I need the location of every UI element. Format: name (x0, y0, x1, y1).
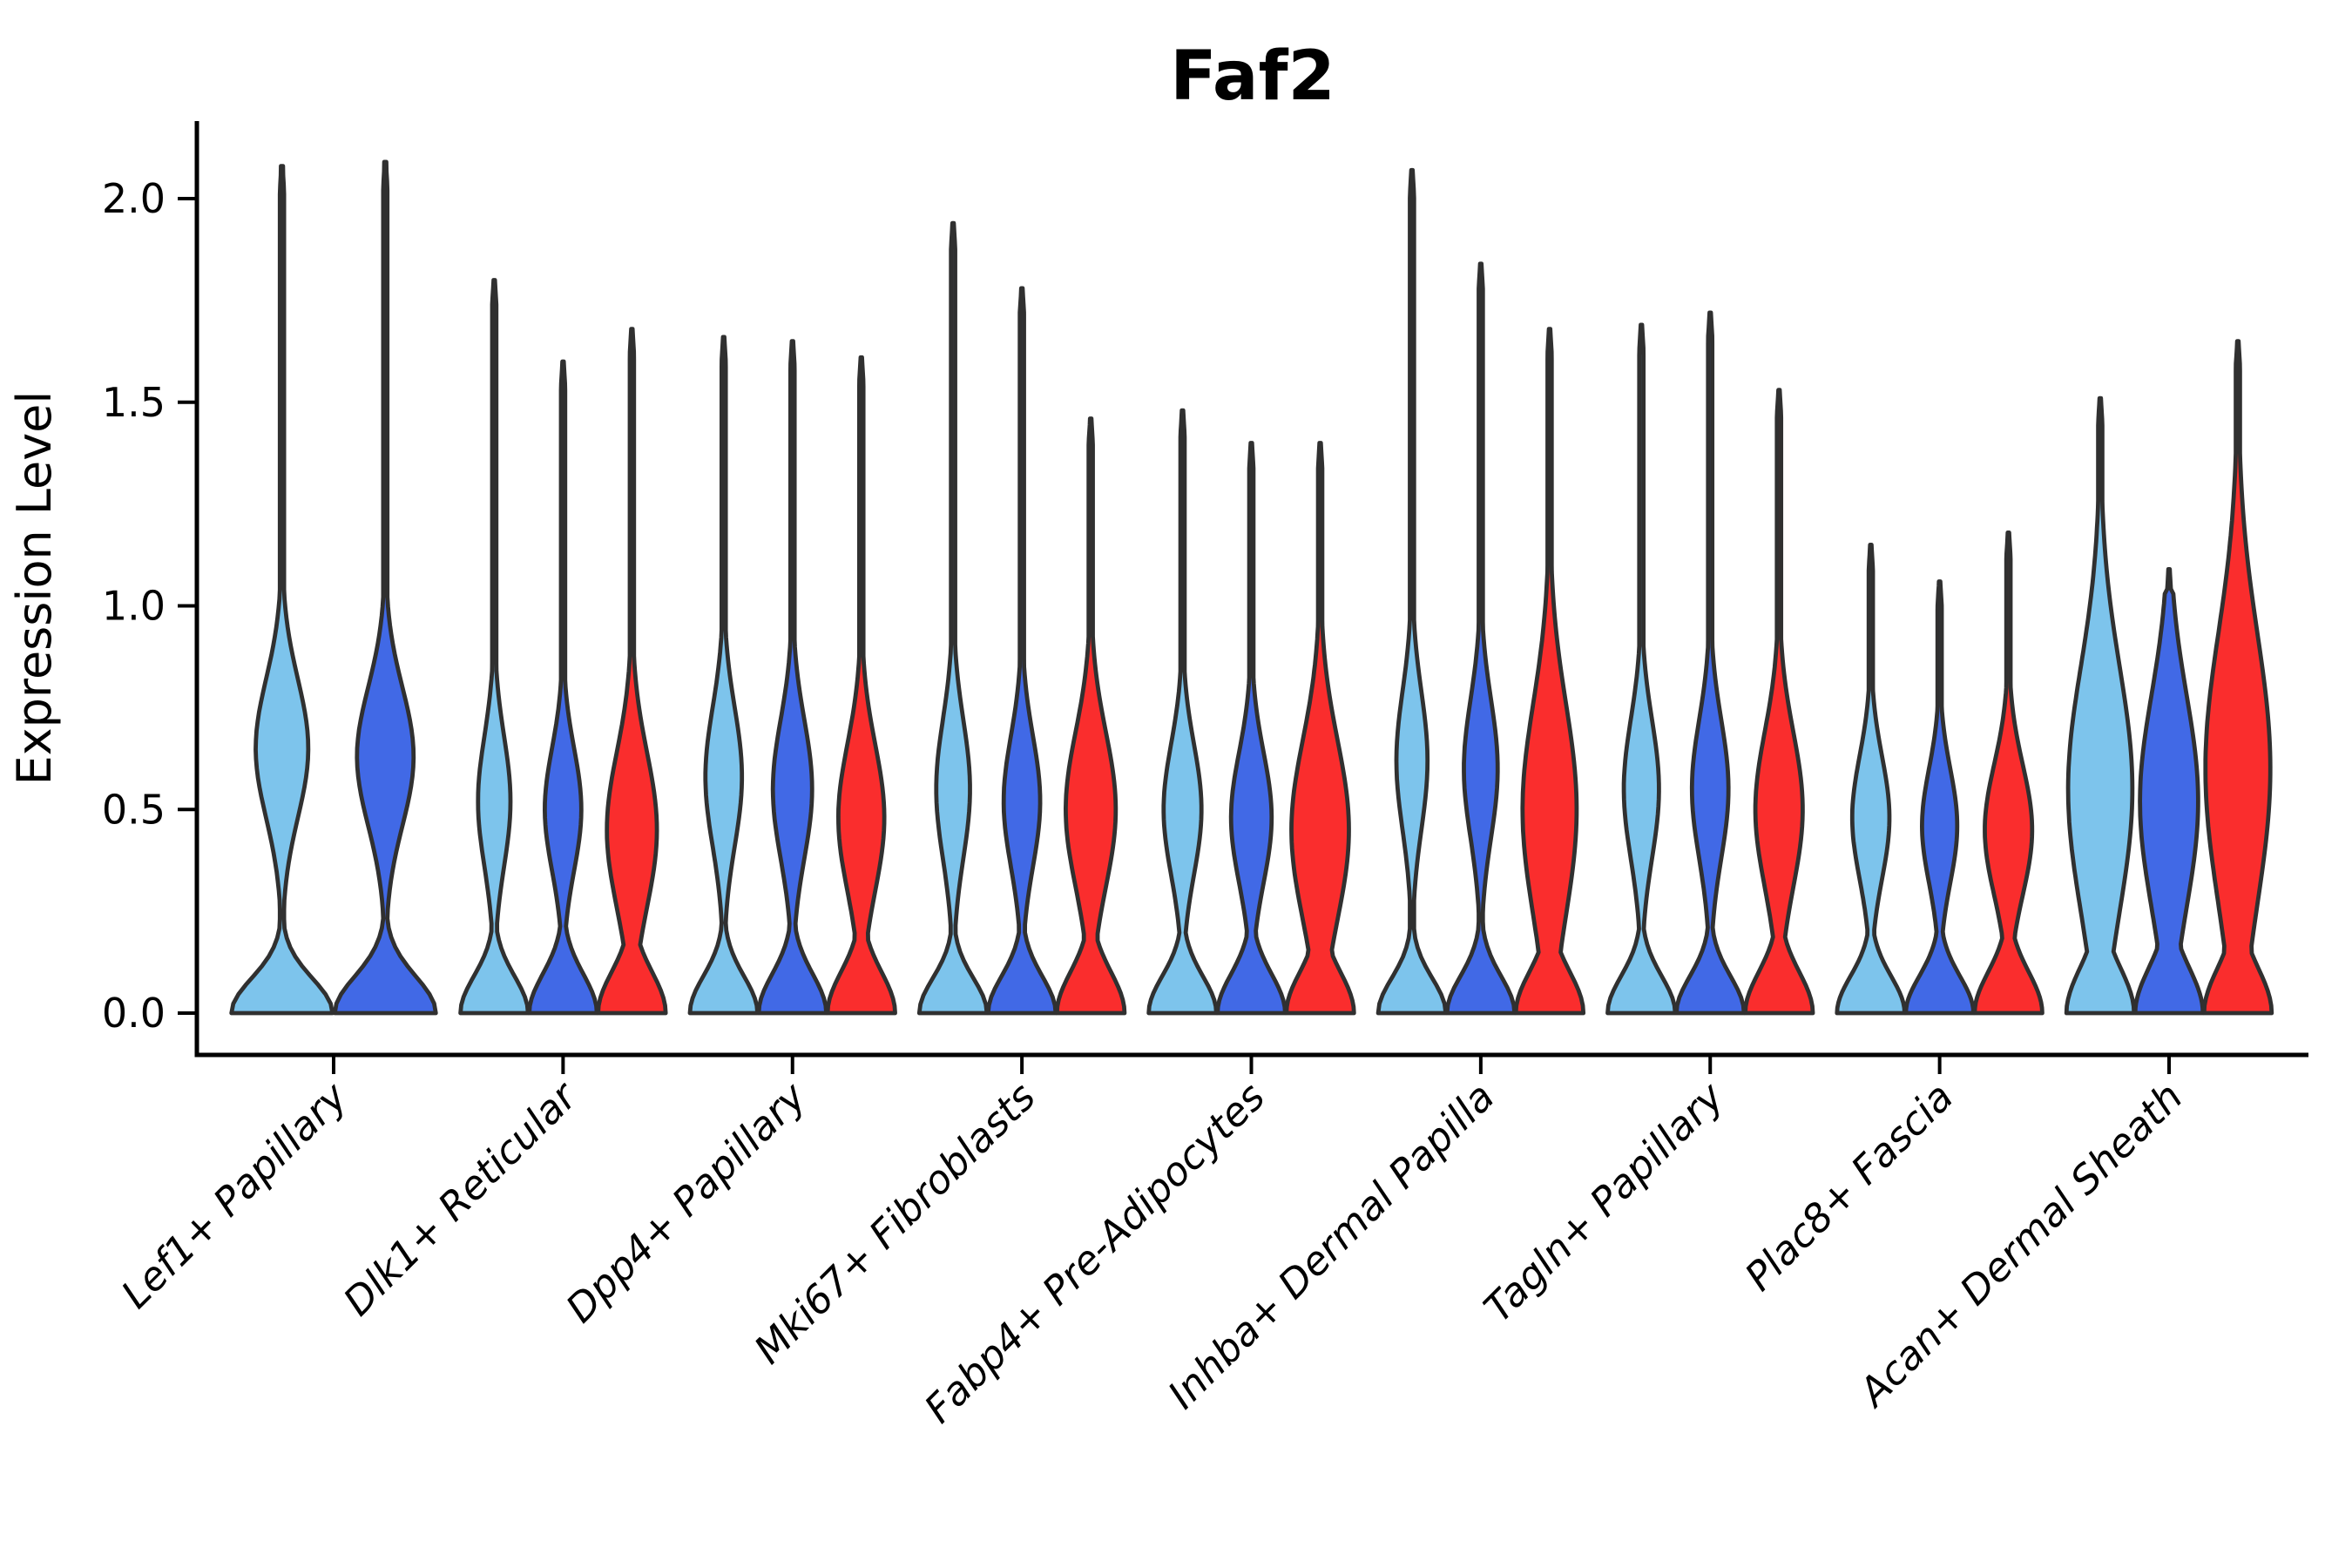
violin-mki67-fibroblasts-light_blue (916, 220, 990, 1016)
violin-dpp4-papillary-red (825, 355, 897, 1016)
y-tick-label-0.0: 0.0 (102, 990, 166, 1037)
x-tick-label-dpp4-papillary: Dpp4+ Papillary (557, 1072, 815, 1331)
violins-layer (229, 159, 2274, 1016)
violin-fabp4-pre-adipocytes-red (1284, 441, 1356, 1016)
y-tick-label-1.0: 1.0 (102, 583, 166, 630)
violin-lef1-papillary-royal_blue (332, 159, 438, 1016)
violin-mki67-fibroblasts-red (1054, 416, 1127, 1016)
violin-plac8-fascia-royal_blue (1903, 579, 1976, 1016)
y-axis-label: Expression Level (7, 391, 62, 786)
y-tick-label-0.5: 0.5 (102, 786, 166, 833)
violin-dpp4-papillary-royal_blue (756, 339, 828, 1016)
violin-inhba-dermal-papilla-light_blue (1375, 167, 1449, 1016)
violin-acan-dermal-sheath-royal_blue (2132, 567, 2206, 1016)
violin-plac8-fascia-red (1972, 531, 2044, 1016)
chart-title: Faf2 (1170, 37, 1335, 116)
y-ticks: 0.0 0.5 1.0 1.5 2.0 (102, 175, 197, 1037)
x-tick-label-tagln-papillary: Tagln+ Papillary (1475, 1072, 1734, 1331)
violin-dlk1-reticular-red (596, 327, 668, 1016)
violin-plac8-fascia-light_blue (1835, 543, 1907, 1016)
violin-lef1-papillary-light_blue (229, 164, 335, 1016)
violin-dpp4-papillary-light_blue (687, 335, 760, 1016)
violin-tagln-papillary-light_blue (1605, 322, 1678, 1016)
violin-dlk1-reticular-royal_blue (527, 359, 599, 1016)
y-tick-label-1.5: 1.5 (102, 379, 166, 426)
x-tick-label-plac8-fascia: Plac8+ Fascia (1736, 1073, 1963, 1300)
x-tick-label-lef1-papillary: Lef1+ Papillary (112, 1072, 357, 1317)
violin-acan-dermal-sheath-red (2201, 339, 2274, 1016)
x-tick-label-dlk1-reticular: Dlk1+ Reticular (335, 1072, 587, 1325)
violin-tagln-papillary-royal_blue (1674, 310, 1747, 1016)
violin-fabp4-pre-adipocytes-royal_blue (1215, 441, 1288, 1016)
violin-fabp4-pre-adipocytes-light_blue (1146, 408, 1219, 1016)
y-tick-label-2.0: 2.0 (102, 175, 166, 222)
violin-inhba-dermal-papilla-red (1513, 327, 1586, 1016)
violin-acan-dermal-sheath-light_blue (2064, 395, 2137, 1016)
violin-inhba-dermal-papilla-royal_blue (1444, 261, 1517, 1016)
violin-mki67-fibroblasts-royal_blue (985, 286, 1058, 1016)
violin-dlk1-reticular-light_blue (458, 278, 531, 1016)
violin-tagln-papillary-red (1743, 388, 1815, 1016)
